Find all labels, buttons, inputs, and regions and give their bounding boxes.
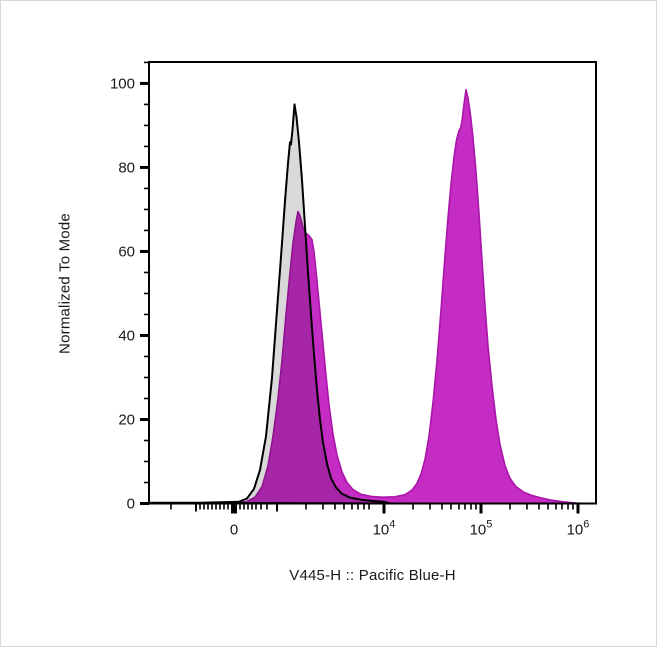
x-tick-label: 104 (373, 519, 396, 539)
plot-frame (148, 61, 597, 505)
x-tick-label: 0 (230, 522, 238, 539)
stained-pacific-blue-curve (150, 88, 587, 505)
y-tick-label: 60 (118, 243, 135, 260)
y-tick-label: 0 (127, 496, 135, 513)
y-tick-label: 40 (118, 327, 135, 344)
x-tick-label: 105 (470, 519, 493, 539)
y-tick-label: 100 (110, 75, 135, 92)
x-axis-title: V445-H :: Pacific Blue-H (289, 567, 456, 584)
y-tick-label: 80 (118, 159, 135, 176)
x-tick-label: 106 (567, 519, 590, 539)
y-axis-title: Normalized To Mode (56, 213, 74, 354)
y-tick-label: 20 (118, 411, 135, 428)
